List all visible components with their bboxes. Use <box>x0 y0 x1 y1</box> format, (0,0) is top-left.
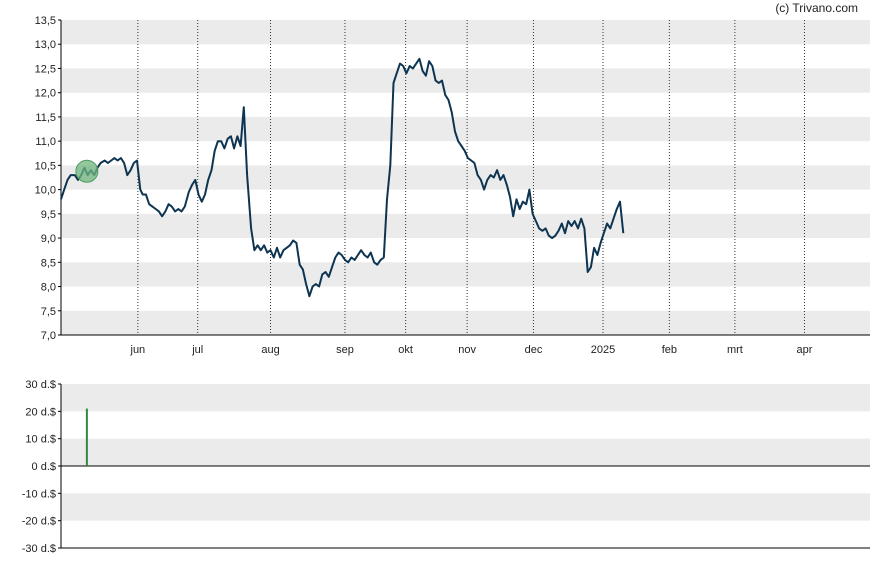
y-tick-label: -10 d.$ <box>22 488 56 500</box>
y-tick-label: 20 d.$ <box>25 406 56 418</box>
volume-panel: 30 d.$ 20 d.$ 10 d.$ 0 d.$ -10 d.$ -20 d.$ -30… <box>22 379 870 555</box>
x-tick-label: jul <box>191 344 203 356</box>
y-tick-label: 13,0 <box>35 39 56 51</box>
price-line <box>60 57 625 298</box>
y-tick-label: 12,5 <box>35 63 56 75</box>
y-tick-label: 12,0 <box>35 88 56 100</box>
y-tick-label: 8,0 <box>41 282 56 294</box>
x-tick-label: dec <box>525 344 543 356</box>
credit-label: (c) Trivano.com <box>775 1 858 15</box>
grid-band <box>61 68 870 93</box>
y-tick-label: 10 d.$ <box>25 434 56 446</box>
grid-band <box>61 213 870 239</box>
price-panel: jun jul aug sep okt nov dec 2025 feb mrt apr 7,0 7,5… <box>35 15 870 356</box>
x-tick-label: apr <box>797 344 813 356</box>
grid-band <box>61 493 870 521</box>
grid-band <box>61 165 870 190</box>
y-tick-label: 9,0 <box>41 233 56 245</box>
y-tick-label: 7,5 <box>41 306 56 318</box>
grid-band <box>61 384 870 412</box>
y-tick-label: 10,5 <box>35 160 56 172</box>
y-tick-label: 11,5 <box>35 112 56 124</box>
y-tick-label: -30 d.$ <box>22 543 56 555</box>
y-tick-label: 11,0 <box>35 136 56 148</box>
grid-band <box>61 116 870 142</box>
x-tick-label: aug <box>261 344 279 356</box>
x-tick-label: sep <box>336 344 354 356</box>
event-marker <box>75 159 99 183</box>
x-tick-label: feb <box>662 344 677 356</box>
x-tick-label: okt <box>398 344 413 356</box>
grid-band <box>61 438 870 466</box>
y-tick-label: 9,5 <box>41 209 56 221</box>
grid-band <box>61 262 870 287</box>
y-tick-label: 30 d.$ <box>25 379 56 391</box>
y-tick-label: 10,0 <box>35 185 56 197</box>
x-tick-label: mrt <box>727 344 743 356</box>
y-tick-label: 0 d.$ <box>32 461 56 473</box>
y-tick-label: 8,5 <box>41 257 56 269</box>
y-tick-label: 13,5 <box>35 15 56 27</box>
grid-band <box>61 310 870 335</box>
y-tick-label: -20 d.$ <box>22 516 56 528</box>
x-tick-label: jun <box>130 344 146 356</box>
x-tick-label: 2025 <box>591 344 615 356</box>
x-tick-label: nov <box>458 344 476 356</box>
y-tick-label: 7,0 <box>41 330 56 342</box>
grid-band <box>61 20 870 45</box>
